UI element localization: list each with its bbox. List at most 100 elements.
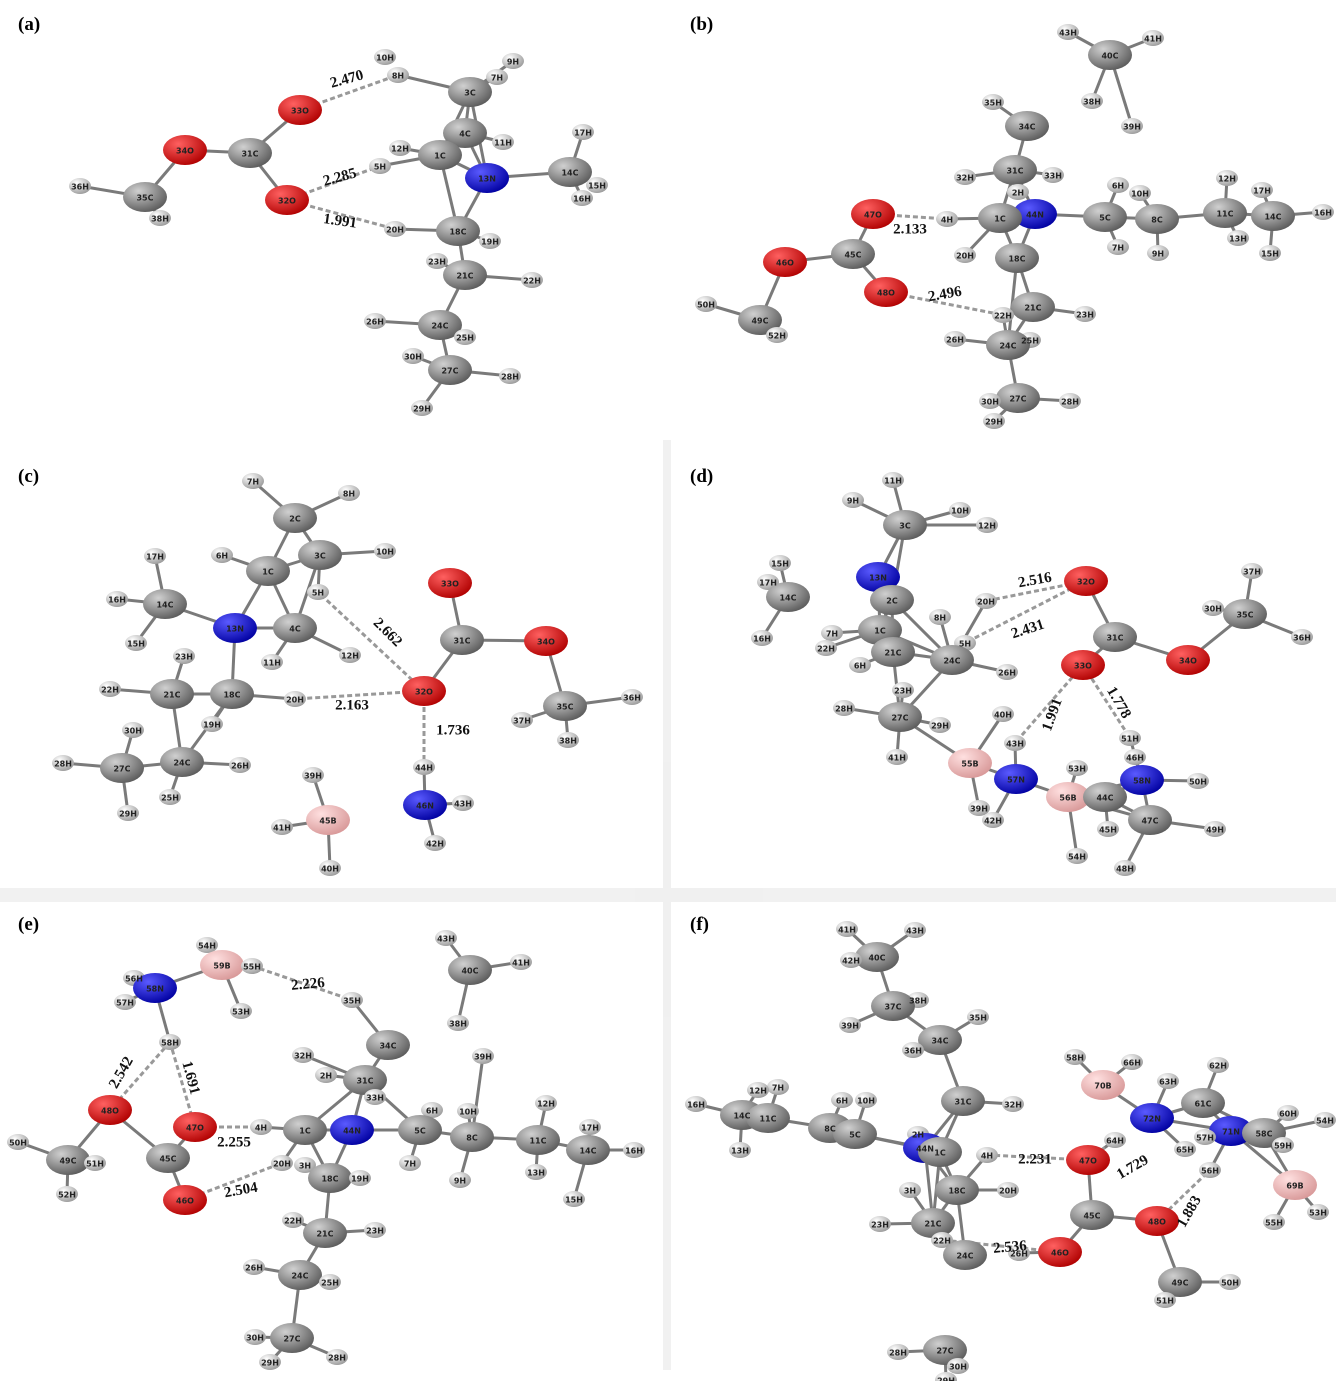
atom-label: 2C — [289, 515, 301, 524]
atom-label: 26H — [245, 1264, 263, 1273]
atom-label: 58N — [146, 985, 164, 994]
atom-label: 17H — [146, 553, 164, 562]
atom-label: 15H — [1261, 250, 1279, 259]
atom-label: 27C — [441, 367, 458, 376]
atom-label: 50H — [9, 1139, 27, 1148]
atom-label: 26H — [366, 318, 384, 327]
atom-label: 36H — [71, 183, 89, 192]
atom-label: 41H — [512, 959, 530, 968]
distance-label: 1.883 — [1174, 1193, 1205, 1230]
atom-label: 30H — [404, 353, 422, 362]
atom-label: 34C — [1018, 123, 1035, 132]
atom-label: 48O — [1148, 1218, 1166, 1227]
atom-label: 39H — [304, 772, 322, 781]
atom-label: 38H — [449, 1020, 467, 1029]
atom-label: 38H — [151, 215, 169, 224]
atom-label: 44N — [916, 1145, 934, 1154]
atom-label: 6H — [854, 662, 866, 671]
atom-label: 10H — [857, 1097, 875, 1106]
atoms — [7, 24, 1336, 1381]
atom-label: 44H — [415, 764, 433, 773]
atom-label: 4C — [289, 625, 301, 634]
atom-label: 28H — [835, 705, 853, 714]
atom-label: 24C — [291, 1272, 308, 1281]
atom-label: 64H — [1106, 1137, 1124, 1146]
atom-label: 63H — [1159, 1078, 1177, 1087]
atom-label: 13H — [1229, 235, 1247, 244]
atom-label: 18C — [948, 1187, 965, 1196]
atom-label: 44N — [1026, 211, 1044, 220]
atom-label: 5C — [849, 1131, 861, 1140]
atom-label: 9H — [1152, 250, 1164, 259]
atom-label: 58H — [161, 1039, 179, 1048]
atom-label: 45C — [159, 1155, 176, 1164]
atom-label: 29H — [931, 722, 949, 731]
atom-label: 1C — [434, 152, 446, 161]
atom-label: 11H — [494, 139, 512, 148]
atom-label: 31C — [241, 150, 258, 159]
atom-label: 39H — [1123, 123, 1141, 132]
atom-label: 30H — [246, 1334, 264, 1343]
atom-label: 10H — [376, 548, 394, 557]
atom-label: 7H — [1112, 244, 1124, 253]
atom-label: 33O — [1074, 662, 1092, 671]
atom-label: 1C — [299, 1127, 311, 1136]
atom-label: 14C — [156, 601, 173, 610]
atom-label: 15H — [588, 182, 606, 191]
atom-label: 12H — [1218, 175, 1236, 184]
atom-label: 21C — [884, 649, 901, 658]
atom-label: 48O — [877, 289, 895, 298]
atom-label: 8H — [392, 72, 404, 81]
atom-label: 14C — [579, 1147, 596, 1156]
atom-label: 19H — [351, 1175, 369, 1184]
atom-label: 59H — [1274, 1142, 1292, 1151]
atom-label: 57N — [1007, 776, 1025, 785]
atom-label: 11H — [263, 659, 281, 668]
atom-label: 11C — [759, 1115, 776, 1124]
atom-label: 35C — [1236, 611, 1253, 620]
atom-label: 40C — [461, 967, 478, 976]
atom-label: 32O — [415, 688, 433, 697]
atom-label: 44C — [1096, 794, 1113, 803]
atom-label: 41H — [838, 926, 856, 935]
atom-label: 25H — [321, 1279, 339, 1288]
atom-label: 11C — [529, 1137, 546, 1146]
atom-label: 13H — [527, 1169, 545, 1178]
atom-label: 34C — [931, 1037, 948, 1046]
atom-label: 38H — [1083, 98, 1101, 107]
atom-label: 13N — [226, 625, 244, 634]
atom-label: 16H — [1314, 209, 1332, 218]
atom-label: 2H — [1012, 189, 1024, 198]
atom-label: 22H — [523, 277, 541, 286]
atom-label: 27C — [1009, 395, 1026, 404]
figure: (a)2.4702.2851.99110H9H8H7H3C33O17H4C11H… — [0, 0, 1336, 1381]
panel-label: (d) — [690, 466, 713, 487]
atom-label: 12H — [978, 522, 996, 531]
atom-label: 11H — [884, 477, 902, 486]
distance-label: 2.163 — [335, 697, 369, 713]
atom-label: 35C — [556, 703, 573, 712]
atom-label: 2C — [886, 597, 898, 606]
atom-label: 32O — [278, 197, 296, 206]
atom-label: 16H — [687, 1101, 705, 1110]
distance-label: 2.431 — [1009, 617, 1046, 643]
distance-label: 2.255 — [217, 1134, 251, 1150]
atom-label: 57H — [1196, 1134, 1214, 1143]
atom-label: 34C — [379, 1042, 396, 1051]
distance-label: 1.991 — [322, 211, 358, 232]
atom-label: 6H — [216, 552, 228, 561]
atom-label: 41H — [1144, 35, 1162, 44]
atom-label: 53H — [1068, 765, 1086, 774]
atom-label: 49C — [751, 317, 768, 326]
atom-label: 10H — [376, 54, 394, 63]
atom-label: 7H — [491, 74, 503, 83]
atom-label: 23H — [366, 1227, 384, 1236]
atom-label: 33O — [291, 107, 309, 116]
atom-label: 56H — [125, 975, 143, 984]
atom-label: 23H — [871, 1221, 889, 1230]
atom-label: 18C — [449, 228, 466, 237]
atom-label: 12H — [749, 1087, 767, 1096]
atom-label: 32H — [1004, 1101, 1022, 1110]
atom-label: 69B — [1286, 1182, 1303, 1191]
distance-label: 2.226 — [290, 975, 326, 994]
